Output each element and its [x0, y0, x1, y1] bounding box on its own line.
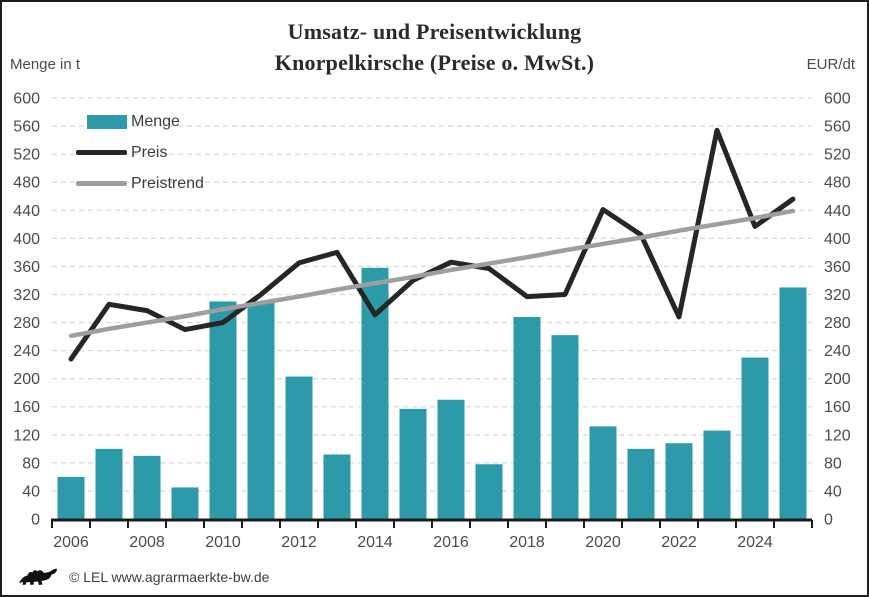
menge-bar-2024 [741, 357, 769, 519]
y-tick-label-right: 200 [824, 371, 851, 388]
menge-bar-2015 [399, 408, 427, 519]
x-tick-label-2006: 2006 [53, 534, 89, 551]
copyright-text: © LEL www.agrarmaerkte-bw.de [69, 569, 270, 585]
y-tick-label-left: 600 [13, 91, 40, 108]
x-tick-label-2024: 2024 [737, 534, 773, 551]
y-tick-label-right: 40 [824, 483, 842, 500]
lion-logo-icon [19, 568, 57, 585]
y-tick-label-left: 200 [13, 371, 40, 388]
y-tick-label-right: 160 [824, 399, 851, 416]
legend: Menge Preis Preistrend [74, 106, 204, 199]
right-axis-unit-label: EUR/dt [806, 56, 855, 73]
y-tick-label-right: 0 [824, 512, 833, 529]
menge-bar-2013 [323, 454, 351, 519]
left-axis-unit-label: Menge in t [10, 56, 81, 73]
y-tick-label-left: 40 [22, 483, 40, 500]
y-tick-label-left: 360 [13, 259, 40, 276]
title-line-2: Knorpelkirsche (Preise o. MwSt.) [274, 50, 595, 75]
legend-swatch-preis [76, 150, 127, 155]
y-tick-label-left: 160 [13, 399, 40, 416]
menge-bar-2016 [437, 399, 465, 519]
legend-swatch-box [74, 114, 127, 129]
legend-item-preis: Preis [74, 137, 204, 168]
menge-bar-2017 [475, 464, 503, 519]
chart-title: Umsatz- und Preisentwicklung Knorpelkirs… [0, 16, 869, 78]
legend-item-preistrend: Preistrend [74, 168, 204, 199]
y-tick-label-left: 80 [22, 455, 40, 472]
menge-bar-2009 [171, 487, 199, 519]
title-line-1: Umsatz- und Preisentwicklung [287, 19, 582, 44]
y-tick-label-right: 240 [824, 343, 851, 360]
x-tick-label-2010: 2010 [205, 534, 241, 551]
menge-bar-2006 [57, 476, 85, 519]
menge-bar-2023 [703, 430, 731, 519]
legend-swatch-menge [87, 114, 127, 129]
legend-item-menge: Menge [74, 106, 204, 137]
y-tick-label-right: 120 [824, 427, 851, 444]
y-tick-label-left: 240 [13, 343, 40, 360]
y-tick-label-left: 440 [13, 203, 40, 220]
y-tick-label-right: 520 [824, 147, 851, 164]
y-tick-label-left: 280 [13, 315, 40, 332]
y-tick-label-left: 520 [13, 147, 40, 164]
x-tick-label-2008: 2008 [129, 534, 165, 551]
y-tick-label-left: 320 [13, 287, 40, 304]
menge-bar-2022 [665, 443, 693, 519]
y-tick-label-left: 560 [13, 119, 40, 136]
x-tick-label-2018: 2018 [509, 534, 545, 551]
y-tick-label-right: 440 [824, 203, 851, 220]
y-tick-label-left: 0 [31, 512, 40, 529]
menge-bar-2010 [209, 301, 237, 519]
menge-bar-2011 [247, 301, 275, 519]
menge-bar-2019 [551, 335, 579, 519]
legend-label-preis: Preis [131, 143, 168, 161]
y-tick-label-right: 280 [824, 315, 851, 332]
menge-bar-2007 [95, 448, 123, 519]
menge-bar-2020 [589, 426, 617, 519]
legend-swatch-preistrend [76, 181, 127, 186]
y-tick-label-left: 400 [13, 231, 40, 248]
legend-label-menge: Menge [131, 112, 180, 130]
menge-bar-2018 [513, 316, 541, 519]
y-tick-label-left: 120 [13, 427, 40, 444]
x-tick-label-2020: 2020 [585, 534, 621, 551]
legend-swatch-box [74, 181, 127, 186]
menge-bar-2025 [779, 287, 807, 519]
y-tick-label-left: 480 [13, 175, 40, 192]
legend-label-preistrend: Preistrend [131, 174, 204, 192]
x-tick-label-2016: 2016 [433, 534, 469, 551]
y-tick-label-right: 320 [824, 287, 851, 304]
y-tick-label-right: 360 [824, 259, 851, 276]
y-tick-label-right: 480 [824, 175, 851, 192]
y-tick-label-right: 400 [824, 231, 851, 248]
footer: © LEL www.agrarmaerkte-bw.de [16, 564, 269, 590]
x-tick-label-2012: 2012 [281, 534, 317, 551]
menge-bar-2012 [285, 376, 313, 519]
y-tick-label-right: 600 [824, 91, 851, 108]
preistrend-line [68, 208, 796, 339]
y-tick-label-right: 80 [824, 455, 842, 472]
menge-bar-2008 [133, 455, 161, 519]
x-tick-label-2014: 2014 [357, 534, 393, 551]
y-tick-label-right: 560 [824, 119, 851, 136]
legend-swatch-box [74, 150, 127, 155]
x-tick-label-2022: 2022 [661, 534, 697, 551]
menge-bar-2021 [627, 448, 655, 519]
